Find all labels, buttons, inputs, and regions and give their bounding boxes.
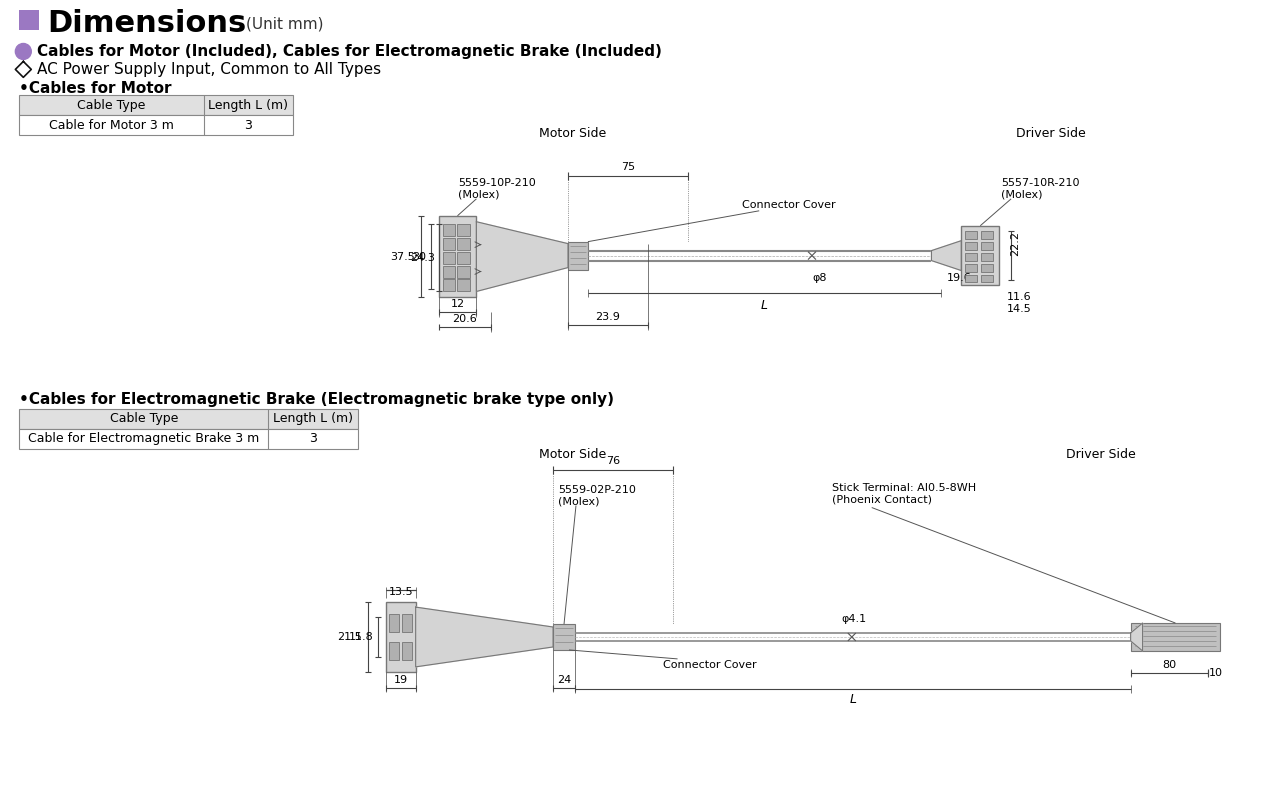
Bar: [982, 274, 993, 282]
Bar: [443, 238, 456, 250]
Text: Motor Side: Motor Side: [539, 448, 607, 461]
Text: 76: 76: [605, 456, 620, 466]
Text: Cable Type: Cable Type: [77, 99, 146, 112]
Text: 24.3: 24.3: [410, 253, 435, 262]
Bar: [385, 602, 416, 672]
Text: L: L: [850, 693, 856, 706]
Text: 23.9: 23.9: [595, 312, 621, 322]
Bar: [443, 223, 456, 235]
Circle shape: [15, 44, 31, 60]
Text: 30: 30: [412, 251, 426, 262]
Bar: [965, 274, 978, 282]
Text: 37.5: 37.5: [390, 251, 415, 262]
Bar: [568, 242, 588, 270]
Text: Connector Cover: Connector Cover: [663, 660, 756, 670]
Bar: [965, 231, 978, 238]
Bar: [961, 226, 1000, 285]
Text: Connector Cover: Connector Cover: [742, 200, 836, 210]
Bar: [19, 95, 293, 115]
Text: 5557-10R-210: 5557-10R-210: [1001, 178, 1080, 188]
Bar: [443, 280, 456, 292]
Polygon shape: [932, 241, 961, 270]
Text: 12: 12: [451, 300, 465, 309]
Text: Length L (m): Length L (m): [273, 413, 353, 425]
Bar: [402, 642, 412, 660]
Bar: [553, 624, 575, 650]
Text: 19: 19: [394, 675, 408, 684]
Text: L: L: [760, 299, 768, 312]
Bar: [443, 251, 456, 264]
Text: 20.6: 20.6: [453, 314, 477, 324]
Text: AC Power Supply Input, Common to All Types: AC Power Supply Input, Common to All Typ…: [37, 62, 381, 77]
Bar: [457, 266, 471, 277]
Text: •Cables for Motor: •Cables for Motor: [19, 81, 172, 96]
Text: 19.6: 19.6: [946, 273, 972, 282]
Text: 14.5: 14.5: [1007, 304, 1032, 314]
Bar: [19, 429, 358, 449]
Bar: [982, 231, 993, 238]
Polygon shape: [416, 607, 553, 667]
Bar: [19, 115, 293, 135]
Text: (Unit mm): (Unit mm): [246, 16, 324, 31]
Text: 5559-10P-210: 5559-10P-210: [458, 178, 536, 188]
Bar: [982, 264, 993, 272]
Text: φ8: φ8: [812, 273, 827, 282]
Bar: [457, 223, 471, 235]
Text: (Molex): (Molex): [1001, 190, 1043, 200]
Text: •Cables for Electromagnetic Brake (Electromagnetic brake type only): •Cables for Electromagnetic Brake (Elect…: [19, 393, 614, 408]
Text: Dimensions: Dimensions: [47, 9, 247, 38]
Text: 3: 3: [244, 118, 252, 132]
Text: Driver Side: Driver Side: [1016, 126, 1085, 140]
Text: 80: 80: [1162, 660, 1176, 670]
Bar: [19, 409, 358, 429]
Bar: [439, 215, 476, 297]
Text: Cables for Motor (Included), Cables for Electromagnetic Brake (Included): Cables for Motor (Included), Cables for …: [37, 44, 662, 59]
Text: Length L (m): Length L (m): [209, 99, 288, 112]
Text: 75: 75: [621, 162, 635, 172]
Text: Driver Side: Driver Side: [1066, 448, 1135, 461]
Bar: [965, 253, 978, 261]
Polygon shape: [476, 222, 568, 292]
Bar: [402, 614, 412, 632]
Text: 5559-02P-210: 5559-02P-210: [558, 485, 636, 494]
Bar: [443, 266, 456, 277]
Text: (Molex): (Molex): [458, 190, 500, 200]
Text: 24: 24: [557, 675, 571, 684]
Bar: [982, 253, 993, 261]
Text: Cable Type: Cable Type: [110, 413, 178, 425]
Bar: [457, 251, 471, 264]
Bar: [965, 242, 978, 250]
Text: 11.8: 11.8: [349, 632, 374, 642]
Text: 10: 10: [1210, 668, 1224, 678]
Text: 13.5: 13.5: [388, 588, 413, 597]
Text: (Molex): (Molex): [558, 497, 599, 506]
Bar: [1130, 623, 1220, 651]
Bar: [982, 242, 993, 250]
Text: 22.2: 22.2: [1010, 231, 1020, 256]
Bar: [19, 10, 40, 29]
Text: Cable for Electromagnetic Brake 3 m: Cable for Electromagnetic Brake 3 m: [28, 432, 260, 445]
Bar: [965, 264, 978, 272]
Text: (Phoenix Contact): (Phoenix Contact): [832, 494, 932, 505]
Text: Motor Side: Motor Side: [539, 126, 607, 140]
Text: 21.5: 21.5: [337, 632, 362, 642]
Bar: [389, 614, 399, 632]
Text: 11.6: 11.6: [1007, 293, 1032, 302]
Bar: [389, 642, 399, 660]
Text: 3: 3: [310, 432, 317, 445]
Bar: [457, 238, 471, 250]
Text: φ4.1: φ4.1: [842, 614, 867, 624]
Polygon shape: [1130, 623, 1143, 651]
Text: Stick Terminal: AI0.5-8WH: Stick Terminal: AI0.5-8WH: [832, 483, 977, 493]
Bar: [457, 280, 471, 292]
Text: Cable for Motor 3 m: Cable for Motor 3 m: [49, 118, 174, 132]
